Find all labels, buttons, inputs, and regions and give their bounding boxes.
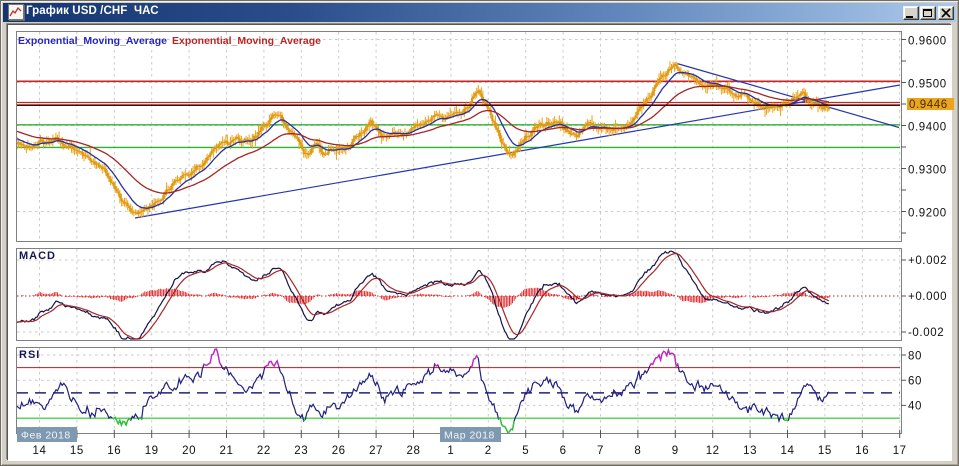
- svg-text:+0.002: +0.002: [908, 255, 947, 267]
- svg-text:15: 15: [70, 445, 84, 457]
- svg-text:0.9200: 0.9200: [908, 208, 947, 220]
- svg-text:0.9600: 0.9600: [908, 36, 947, 48]
- svg-text:14: 14: [33, 445, 47, 457]
- svg-text:6: 6: [560, 445, 567, 457]
- svg-text:0.9300: 0.9300: [908, 165, 947, 177]
- svg-text:Фев 2018: Фев 2018: [21, 430, 71, 442]
- svg-text:-0.002: -0.002: [908, 327, 944, 339]
- svg-text:+0.000: +0.000: [908, 291, 947, 303]
- svg-text:7: 7: [597, 445, 604, 457]
- svg-text:20: 20: [182, 445, 196, 457]
- svg-text:40: 40: [908, 401, 922, 413]
- svg-text:16: 16: [855, 445, 869, 457]
- svg-text:RSI: RSI: [19, 349, 40, 361]
- svg-text:8: 8: [634, 445, 641, 457]
- svg-text:1: 1: [447, 445, 454, 457]
- svg-text:15: 15: [818, 445, 832, 457]
- svg-text:22: 22: [257, 445, 271, 457]
- svg-text:0.9446: 0.9446: [909, 99, 948, 111]
- svg-text:14: 14: [781, 445, 795, 457]
- svg-text:80: 80: [908, 351, 922, 363]
- svg-text:13: 13: [743, 445, 757, 457]
- svg-text:23: 23: [294, 445, 308, 457]
- svg-text:12: 12: [706, 445, 720, 457]
- svg-text:Мар 2018: Мар 2018: [444, 430, 495, 442]
- svg-text:Exponential_Moving_Average: Exponential_Moving_Average: [18, 35, 167, 47]
- svg-text:17: 17: [893, 445, 907, 457]
- svg-text:MACD: MACD: [19, 250, 56, 262]
- svg-text:28: 28: [407, 445, 421, 457]
- svg-text:27: 27: [369, 445, 383, 457]
- svg-text:16: 16: [107, 445, 121, 457]
- svg-text:21: 21: [220, 445, 234, 457]
- svg-text:60: 60: [908, 376, 922, 388]
- svg-text:0.9400: 0.9400: [908, 122, 947, 134]
- svg-text:9: 9: [672, 445, 679, 457]
- svg-text:5: 5: [522, 445, 529, 457]
- svg-text:0.9500: 0.9500: [908, 79, 947, 91]
- svg-text:19: 19: [145, 445, 159, 457]
- svg-text:Exponential_Moving_Average: Exponential_Moving_Average: [172, 35, 321, 47]
- svg-text:26: 26: [332, 445, 346, 457]
- svg-text:2: 2: [485, 445, 492, 457]
